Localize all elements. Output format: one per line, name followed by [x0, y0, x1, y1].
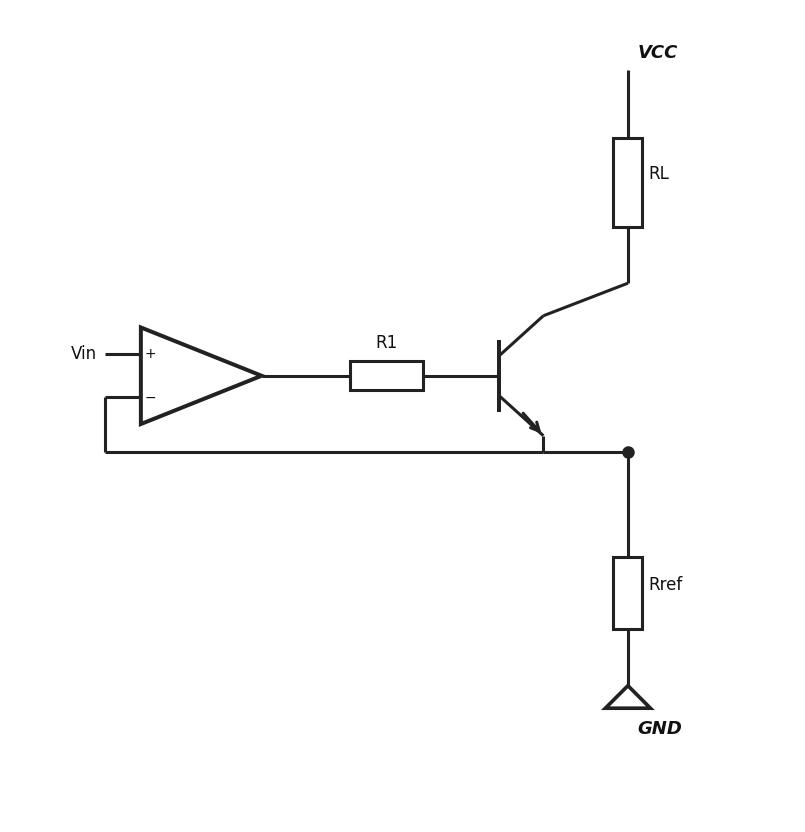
- Text: −: −: [145, 390, 156, 404]
- Bar: [613, 557, 642, 629]
- Text: RL: RL: [649, 166, 670, 184]
- Bar: [613, 138, 642, 227]
- Text: VCC: VCC: [638, 44, 678, 62]
- Text: +: +: [145, 347, 156, 361]
- Bar: [350, 361, 423, 390]
- Text: Vin: Vin: [71, 345, 97, 363]
- Text: GND: GND: [638, 721, 683, 738]
- Text: Rref: Rref: [649, 576, 683, 594]
- Text: R1: R1: [375, 334, 398, 352]
